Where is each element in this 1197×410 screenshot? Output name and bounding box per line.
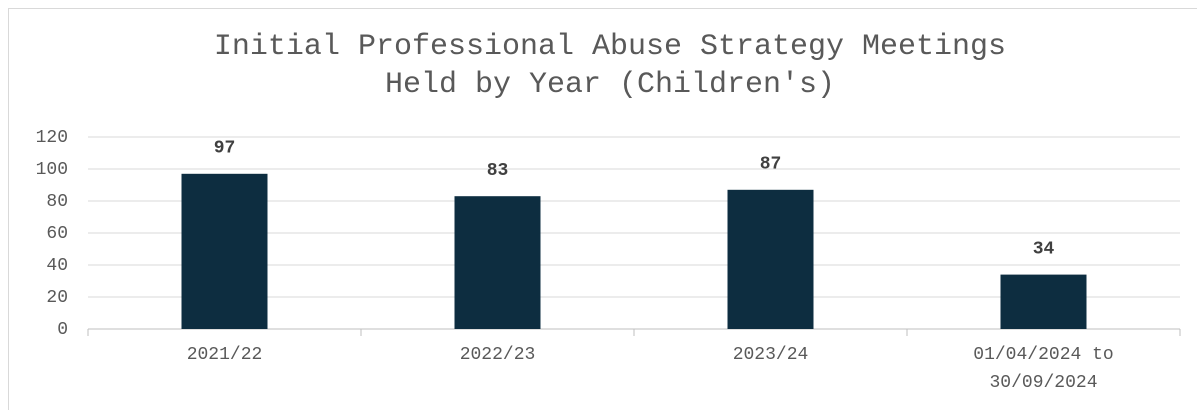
title-box: Initial Professional Abuse Strategy Meet… — [213, 30, 1007, 102]
y-tick-label: 100 — [36, 160, 68, 180]
x-tick-label: 2023/24 — [732, 345, 809, 365]
y-tick-label: 20 — [46, 288, 68, 308]
bar — [181, 173, 268, 329]
bar — [1000, 274, 1087, 329]
y-tick-label: 120 — [36, 128, 68, 148]
data-label: 87 — [760, 155, 782, 175]
y-tick-label: 0 — [57, 320, 68, 340]
data-label: 34 — [1033, 239, 1055, 259]
y-tick-label: 60 — [46, 224, 68, 244]
bar — [727, 189, 814, 329]
data-label: 83 — [487, 161, 509, 181]
y-tick-label: 40 — [46, 256, 68, 276]
x-tick-label: 2021/22 — [186, 345, 263, 365]
chart-border — [8, 8, 1197, 410]
x-tick-label: 2022/23 — [459, 345, 536, 365]
bar — [454, 196, 541, 329]
chart-title: Initial Professional Abuse Strategy Meet… — [213, 30, 1007, 102]
x-tick-label: 01/04/2024 to 30/09/2024 — [973, 345, 1114, 393]
data-label: 97 — [214, 139, 236, 159]
y-tick-label: 80 — [46, 192, 68, 212]
